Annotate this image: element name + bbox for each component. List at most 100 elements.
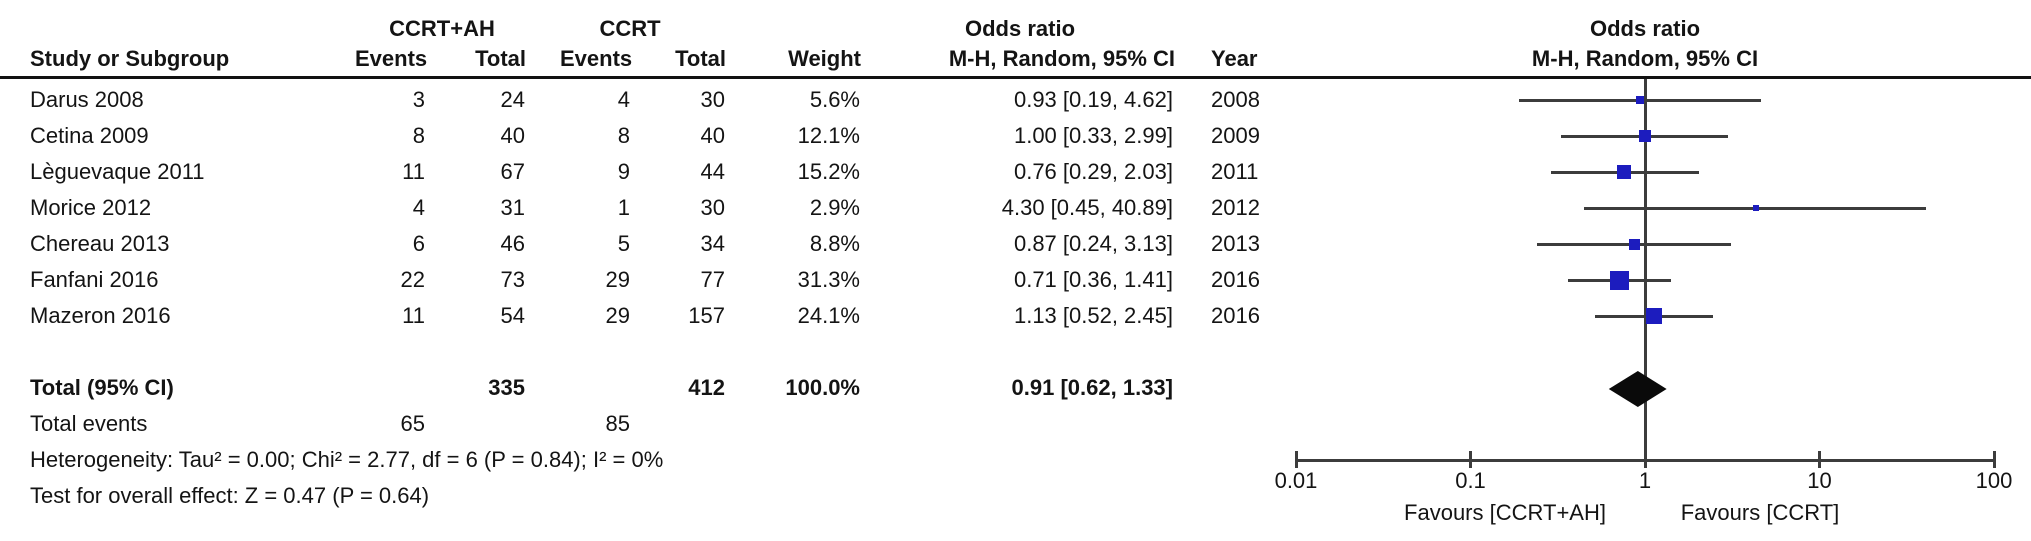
total1-column-header: Total <box>475 46 526 71</box>
year-value: 2016 <box>1211 267 1260 292</box>
total-group1: 54 <box>500 303 525 328</box>
total-or-ci: 0.91 [0.62, 1.33] <box>1011 375 1173 400</box>
axis-tick <box>1294 451 1298 468</box>
summary-diamond <box>1608 371 1667 407</box>
study-name: Mazeron 2016 <box>30 303 171 328</box>
or-ci-value: 0.71 [0.36, 1.41] <box>1013 267 1173 292</box>
total-group1: 67 <box>500 159 525 184</box>
header-rule <box>0 76 2031 79</box>
total-group1: 24 <box>500 87 525 112</box>
events-group1: 11 <box>402 303 425 328</box>
year-value: 2016 <box>1211 303 1260 328</box>
table-row: Fanfani 2016 22 73 29 77 31.3% 0.71 [0.36, 1.4… <box>0 262 1285 298</box>
total-events-group1: 65 <box>400 411 425 436</box>
study-name: Lèguevaque 2011 <box>30 159 205 184</box>
events2-column-header: Events <box>560 46 633 71</box>
events-group2: 5 <box>617 231 630 256</box>
total-group1: 73 <box>500 267 525 292</box>
events-group1: 8 <box>412 123 425 148</box>
total-label: Total (95% CI) <box>30 375 174 400</box>
events-group1: 11 <box>402 159 425 184</box>
or-marker <box>1639 130 1651 142</box>
axis-tick-label: 0.01 <box>1274 468 1318 493</box>
year-value: 2011 <box>1211 159 1259 184</box>
plot-title: Odds ratio <box>1589 16 1701 41</box>
axis-tick-label: 10 <box>1807 468 1832 493</box>
total-events-row: Total events 65 85 <box>0 406 1285 442</box>
or-ci-value: 1.13 [0.52, 2.45] <box>1013 303 1173 328</box>
total-group2: 157 <box>688 303 725 328</box>
group2-header: CCRT <box>599 16 661 41</box>
axis-tick-label: 1 <box>1638 468 1652 493</box>
weight-column-header: Weight <box>788 46 861 71</box>
or-marker <box>1752 205 1759 211</box>
events-group1: 4 <box>412 195 425 220</box>
total-n-group2: 412 <box>688 375 725 400</box>
total-group2: 44 <box>700 159 725 184</box>
total-weight: 100.0% <box>785 375 860 400</box>
year-value: 2009 <box>1211 123 1260 148</box>
year-column-header: Year <box>1211 46 1258 71</box>
or-ci-value: 4.30 [0.45, 40.89] <box>1001 195 1173 220</box>
total-group2: 77 <box>700 267 725 292</box>
total-group1: 31 <box>500 195 525 220</box>
or-ci-value: 0.76 [0.29, 2.03] <box>1013 159 1173 184</box>
total-row: Total (95% CI) 335 412 100.0% 0.91 [0.62… <box>0 370 1285 406</box>
study-name: Chereau 2013 <box>30 231 170 256</box>
study-name: Morice 2012 <box>30 195 152 220</box>
or-ci-column-header: M-H, Random, 95% CI <box>948 46 1175 71</box>
or-marker <box>1646 308 1663 324</box>
events-group2: 8 <box>617 123 630 148</box>
total-group1: 40 <box>500 123 525 148</box>
plot-subtitle: M-H, Random, 95% CI <box>1531 46 1759 71</box>
weight-value: 24.1% <box>797 303 860 328</box>
or-column-title: Odds ratio <box>964 16 1076 41</box>
weight-value: 12.1% <box>797 123 860 148</box>
total-group2: 30 <box>700 87 725 112</box>
group1-header: CCRT+AH <box>389 16 495 41</box>
total-group2: 34 <box>700 231 725 256</box>
or-marker <box>1628 238 1640 250</box>
events-group2: 1 <box>617 195 630 220</box>
events-group2: 9 <box>617 159 630 184</box>
table-row: Mazeron 2016 11 54 29 157 24.1% 1.13 [0.52, 2.… <box>0 298 1285 334</box>
overall-effect-text: Test for overall effect: Z = 0.47 (P = 0… <box>30 483 430 508</box>
total-group2: 30 <box>700 195 725 220</box>
weight-value: 8.8% <box>809 231 860 256</box>
weight-value: 31.3% <box>797 267 860 292</box>
axis-tick-label: 100 <box>1975 468 2013 493</box>
total-group1: 46 <box>500 231 525 256</box>
axis-tick <box>1818 451 1821 468</box>
favours-right-label: Favours [CCRT] <box>1680 500 1840 525</box>
year-value: 2013 <box>1211 231 1260 256</box>
or-marker <box>1617 165 1632 179</box>
year-value: 2008 <box>1211 87 1260 112</box>
events-group2: 29 <box>605 267 630 292</box>
or-marker <box>1609 270 1629 290</box>
study-name: Fanfani 2016 <box>30 267 159 292</box>
total-events-group2: 85 <box>605 411 630 436</box>
table-row: Cetina 2009 8 40 8 40 12.1% 1.00 [0.33, 2.99] 2… <box>0 118 1285 154</box>
events1-column-header: Events <box>355 46 428 71</box>
heterogeneity-text: Heterogeneity: Tau² = 0.00; Chi² = 2.77,… <box>30 447 664 472</box>
events-group1: 22 <box>400 267 425 292</box>
total-n-group1: 335 <box>488 375 525 400</box>
weight-value: 2.9% <box>809 195 860 220</box>
events-group2: 4 <box>617 87 630 112</box>
or-ci-value: 1.00 [0.33, 2.99] <box>1013 123 1173 148</box>
weight-value: 15.2% <box>797 159 860 184</box>
events-group1: 6 <box>412 231 425 256</box>
axis-tick-label: 0.1 <box>1455 468 1486 493</box>
total2-column-header: Total <box>675 46 726 71</box>
table-row: Darus 2008 3 24 4 30 5.6% 0.93 [0.19, 4.62] 200… <box>0 82 1285 118</box>
weight-value: 5.6% <box>809 87 860 112</box>
axis-tick <box>1469 451 1472 468</box>
year-value: 2012 <box>1211 195 1260 220</box>
events-group2: 29 <box>605 303 630 328</box>
null-effect-line <box>1643 79 1647 460</box>
study-name: Darus 2008 <box>30 87 144 112</box>
or-ci-value: 0.93 [0.19, 4.62] <box>1013 87 1173 112</box>
table-row: Chereau 2013 6 46 5 34 8.8% 0.87 [0.24, 3.13] 2… <box>0 226 1285 262</box>
events-group1: 3 <box>412 87 425 112</box>
